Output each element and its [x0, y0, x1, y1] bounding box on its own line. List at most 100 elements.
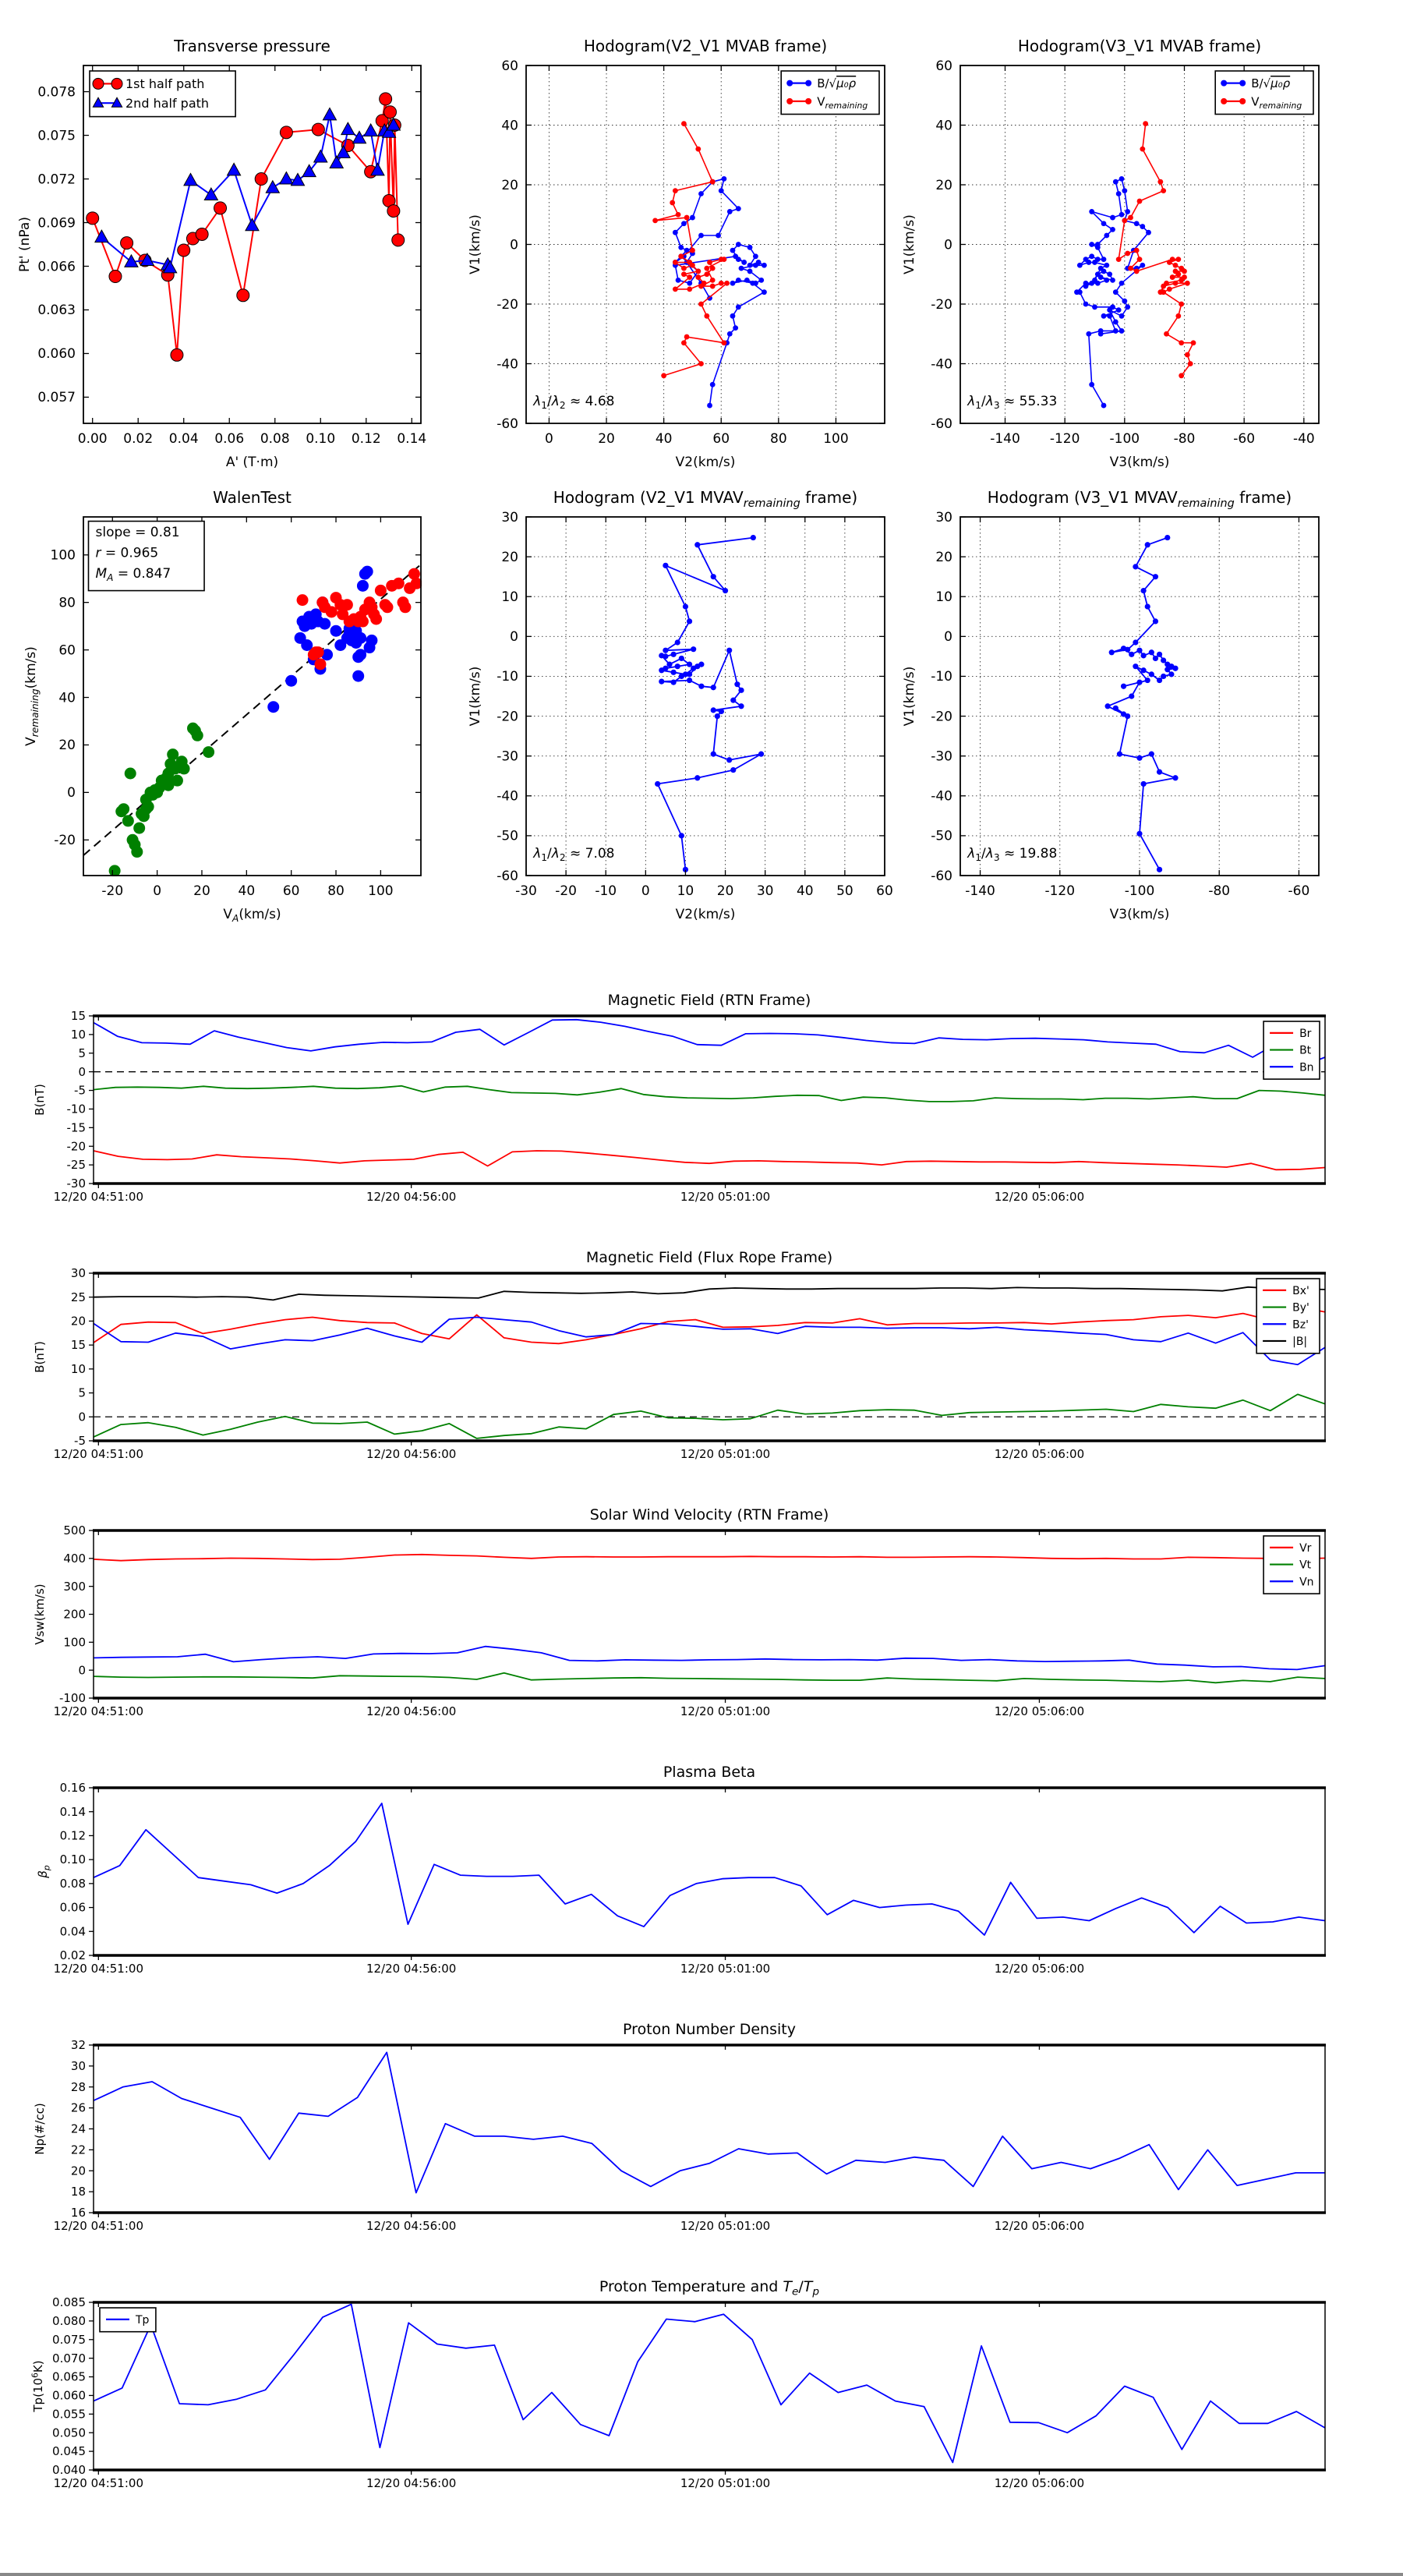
ticks: -140 -120 -100 -80 -60-60-50-40-30-20-100102…: [931, 510, 1319, 899]
y-tick-label: 16: [71, 2206, 86, 2220]
y-tick-label: 20: [58, 738, 76, 753]
y-tick-label: 0.08: [60, 1877, 86, 1891]
annotation: λ1/λ2 ≈ 4.68: [532, 394, 614, 411]
y-axis-label: B(nT): [33, 1341, 47, 1373]
axes-frame: [525, 516, 885, 876]
y-tick-label: 30: [501, 510, 518, 525]
legend: B/√μ₀ρ Vremaining: [780, 70, 880, 115]
y-tick-label: -20: [54, 833, 76, 848]
y-tick-label: 0.069: [37, 215, 76, 231]
y-tick-label: 0: [510, 237, 518, 253]
annotation: λ1/λ3 ≈ 55.33: [967, 394, 1057, 411]
x-tick-label: -140: [965, 883, 995, 899]
y-tick-label: 60: [935, 58, 952, 74]
series-beta-p: [93, 1803, 1326, 1936]
x-tick-label: -30: [515, 883, 537, 899]
y-tick-label: 0.085: [52, 2295, 86, 2309]
x-tick-label: 12/20 04:56:00: [366, 1704, 456, 1718]
proton-temperature-plot: 12/20 04:51:00 12/20 04:56:00 12/20 05:01:…: [30, 2278, 1326, 2490]
x-tick-label: 0.02: [123, 431, 153, 447]
y-tick-label: 40: [58, 690, 76, 706]
hodogram-v2v1-mvav-plot: -30 -20 -10 0 10 20 30 40 50 60 -60 -50 -40 -30 -20 -10…: [468, 488, 893, 922]
x-tick-label: 12/20 04:56:00: [366, 1962, 456, 1976]
series-Bn: [93, 1018, 1326, 1067]
x-tick-label: 12/20 05:06:00: [995, 1962, 1084, 1976]
x-tick-label: 30: [757, 883, 774, 899]
y-tick-label: 0.040: [52, 2463, 86, 2477]
y-tick-label: -40: [931, 356, 952, 372]
x-tick-label: 0: [545, 431, 553, 447]
y-axis-label: Vsw(km/s): [33, 1583, 47, 1644]
legend-label: Vr: [1299, 1542, 1312, 1555]
ticks: -30 -20 -10 0 10 20 30 40 50 60 -60 -50 -40 -30 -20 -10…: [497, 510, 893, 899]
y-tick-label: 5: [78, 1046, 86, 1060]
y-tick-label: 0.060: [52, 2389, 86, 2403]
y-tick-label: -60: [931, 869, 952, 884]
legend-label: 2nd half path: [125, 96, 209, 111]
y-tick-label: 0: [67, 785, 76, 801]
y-tick-label: -40: [931, 789, 952, 805]
legend-label: Bn: [1299, 1061, 1313, 1074]
series-third-interval: [296, 568, 422, 671]
x-tick-label: -20: [555, 883, 577, 899]
x-tick-label: 12/20 04:56:00: [366, 2219, 456, 2233]
x-tick-label: -60: [1288, 883, 1310, 899]
x-axis-label: VA(km/s): [223, 907, 281, 924]
y-tick-label: 30: [935, 510, 952, 525]
x-axis-label: V2(km/s): [676, 455, 736, 470]
x-tick-label: 50: [836, 883, 853, 899]
legend-label: Vn: [1299, 1576, 1313, 1588]
series-Bt: [93, 1085, 1326, 1102]
chart-title: Hodogram (V2_V1 MVAVremaining frame): [553, 488, 857, 510]
walen-test-plot: -20 0 20 40 60 80 100 -20 0 20 40 60 80 100 WalenTest V…: [23, 488, 422, 924]
legend-label: B/√μ₀ρ: [1251, 76, 1290, 90]
x-tick-label: 12/20 04:51:00: [54, 1447, 143, 1461]
legend: Tp: [99, 2307, 157, 2333]
chart-title: Transverse pressure: [173, 37, 330, 55]
x-tick-label: 12/20 04:51:00: [54, 2476, 143, 2490]
series-V-remaining: [1115, 121, 1196, 379]
y-tick-label: -10: [67, 1102, 87, 1116]
legend-label: Vremaining: [817, 94, 868, 111]
x-tick-label: 0.12: [352, 431, 381, 447]
series-first-interval: [108, 722, 215, 876]
x-tick-label: 12/20 05:01:00: [680, 2219, 770, 2233]
y-tick-label: 30: [71, 2059, 86, 2073]
x-tick-label: 12/20 05:01:00: [680, 1962, 770, 1976]
legend-label: |B|: [1292, 1336, 1307, 1348]
y-axis-label: V1(km/s): [468, 214, 483, 274]
y-axis-label: Vremaining(km/s): [23, 646, 41, 746]
y-tick-label: 0: [78, 1663, 86, 1677]
x-tick-label: 40: [239, 883, 256, 899]
x-tick-label: 12/20 05:01:00: [680, 1704, 770, 1718]
y-tick-label: 40: [501, 118, 518, 133]
x-tick-label: -120: [1050, 431, 1080, 447]
x-tick-label: 0.00: [78, 431, 108, 447]
x-tick-label: 20: [717, 883, 734, 899]
x-tick-label: 100: [368, 883, 393, 899]
y-tick-label: 10: [935, 589, 952, 605]
y-tick-label: 0.050: [52, 2426, 86, 2440]
y-tick-label: 15: [71, 1009, 86, 1023]
legend: Bx' By' Bz' |B|: [1256, 1278, 1320, 1354]
y-axis-label: βp: [36, 1865, 52, 1879]
y-tick-label: 0.10: [60, 1852, 86, 1867]
x-tick-label: 40: [656, 431, 673, 447]
y-tick-label: 10: [501, 589, 518, 605]
y-tick-label: 500: [63, 1523, 86, 1537]
x-tick-label: 0: [641, 883, 650, 899]
x-tick-label: 12/20 05:01:00: [680, 1190, 770, 1204]
plasma-beta-plot: 12/20 04:51:00 12/20 04:56:00 12/20 05:01:…: [36, 1764, 1326, 1976]
y-tick-label: 0: [510, 629, 518, 645]
y-tick-label: 0.072: [37, 172, 76, 187]
annotation-line: λ1/λ3 ≈ 19.88: [967, 846, 1057, 863]
y-axis-label: Pt' (nPa): [17, 217, 33, 272]
x-tick-label: 0.10: [306, 431, 335, 447]
y-tick-label: -100: [59, 1691, 86, 1705]
series-By-prime: [93, 1393, 1326, 1439]
y-tick-label: -20: [497, 709, 518, 724]
y-tick-label: 0: [78, 1065, 86, 1079]
y-tick-label: -30: [67, 1177, 87, 1191]
y-tick-label: -60: [931, 416, 952, 432]
